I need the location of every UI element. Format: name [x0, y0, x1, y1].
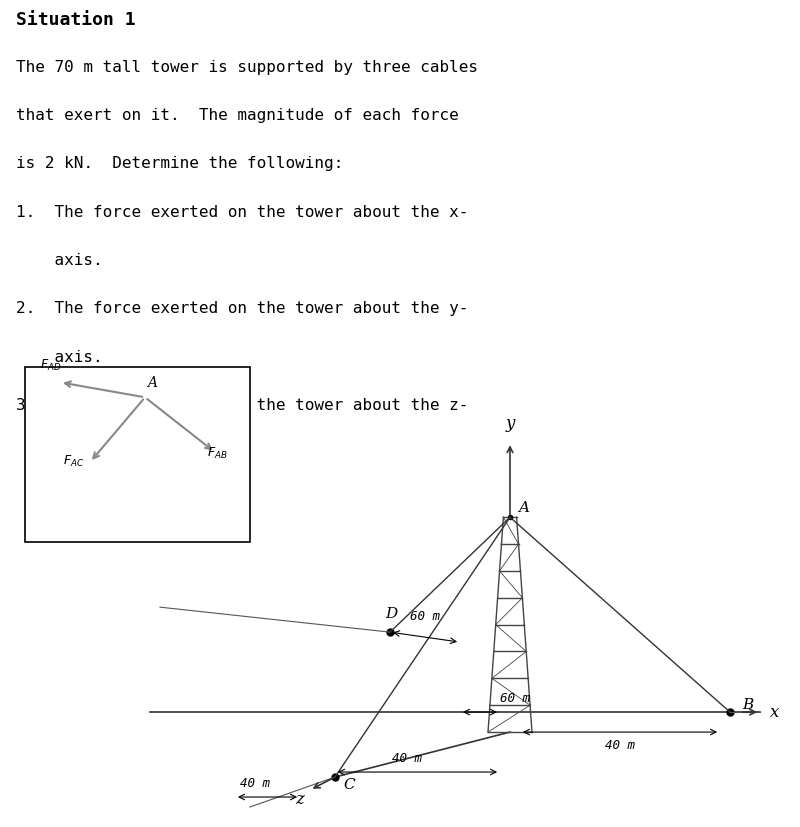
- Text: The 70 m tall tower is supported by three cables: The 70 m tall tower is supported by thre…: [16, 60, 478, 74]
- Text: 40 m: 40 m: [392, 752, 422, 765]
- Text: that exert on it.  The magnitude of each force: that exert on it. The magnitude of each …: [16, 108, 458, 123]
- Bar: [25, 367, 250, 543]
- Text: 60 m: 60 m: [500, 692, 530, 705]
- Text: 1.  The force exerted on the tower about the x-: 1. The force exerted on the tower about …: [16, 205, 468, 220]
- Text: 40 m: 40 m: [605, 739, 635, 752]
- Text: y: y: [506, 415, 514, 433]
- Text: A: A: [518, 501, 529, 515]
- Text: 60 m: 60 m: [410, 610, 440, 624]
- Text: axis.: axis.: [16, 447, 102, 461]
- Text: Situation 1: Situation 1: [16, 12, 136, 29]
- Text: z: z: [296, 791, 304, 807]
- Text: axis.: axis.: [16, 350, 102, 365]
- Text: $F_{AB}$: $F_{AB}$: [207, 447, 228, 461]
- Text: C: C: [343, 778, 354, 792]
- Text: axis.: axis.: [16, 253, 102, 268]
- Text: A: A: [147, 376, 157, 390]
- Text: D: D: [385, 607, 398, 621]
- Text: x: x: [770, 704, 779, 720]
- Text: is 2 kN.  Determine the following:: is 2 kN. Determine the following:: [16, 156, 343, 171]
- Text: $F_{AC}$: $F_{AC}$: [63, 454, 84, 470]
- Text: B: B: [742, 698, 754, 712]
- Text: 3.  The force exerted on the tower about the z-: 3. The force exerted on the tower about …: [16, 399, 468, 414]
- Text: 40 m: 40 m: [240, 777, 270, 790]
- Text: $F_{AD}$: $F_{AD}$: [40, 358, 62, 374]
- Text: 2.  The force exerted on the tower about the y-: 2. The force exerted on the tower about …: [16, 302, 468, 317]
